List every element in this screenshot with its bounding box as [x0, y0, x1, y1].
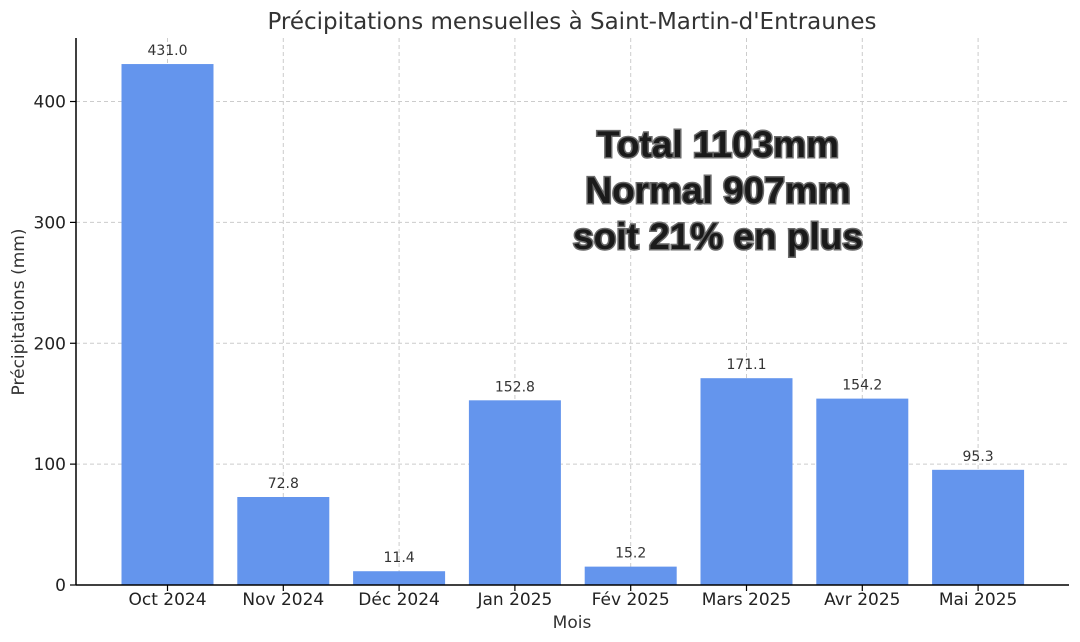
annotation-increase: soit 21% en plus	[573, 216, 863, 257]
x-axis-label: Mois	[553, 613, 592, 633]
x-tick-label: Oct 2024	[128, 590, 206, 610]
y-tick-label: 100	[34, 455, 66, 475]
annotation-box: Total 1103mm Normal 907mm soit 21% en pl…	[572, 123, 865, 259]
x-tick-label: Jan 2025	[476, 590, 552, 610]
ticks: 0 100 200 300 400 Oct 2024 Nov 2024 Déc 2024 Jan…	[34, 93, 1018, 610]
y-tick-label: 200	[34, 334, 66, 354]
annotation-total: Total 1103mm	[597, 124, 839, 165]
annotation-normal: Normal 907mm	[585, 170, 850, 211]
bar	[237, 497, 330, 585]
bars	[121, 64, 1025, 586]
bar-value-label: 152.8	[495, 379, 535, 395]
chart-title: Précipitations mensuelles à Saint-Martin…	[267, 9, 876, 35]
bar	[932, 469, 1025, 585]
y-tick-label: 300	[34, 213, 66, 233]
y-tick-label: 0	[55, 576, 66, 596]
bar-value-label: 431.0	[147, 43, 187, 59]
bar-value-label: 171.1	[726, 357, 766, 373]
x-tick-label: Mars 2025	[702, 590, 792, 610]
data-labels: 431.0 72.8 11.4 152.8 15.2 171.1 154.2 95.3	[147, 43, 993, 566]
bar	[121, 64, 214, 586]
x-tick-label: Avr 2025	[824, 590, 900, 610]
x-tick-label: Mai 2025	[939, 590, 1017, 610]
bar-value-label: 72.8	[268, 476, 299, 492]
x-tick-label: Déc 2024	[358, 590, 440, 610]
bar-value-label: 15.2	[615, 546, 646, 562]
bar-value-label: 95.3	[963, 449, 994, 465]
bar	[700, 378, 793, 585]
x-tick-label: Fév 2025	[592, 590, 670, 610]
bar	[353, 571, 446, 585]
bar	[584, 566, 677, 585]
bar-value-label: 11.4	[384, 550, 415, 566]
bar-value-label: 154.2	[842, 378, 882, 394]
y-tick-label: 400	[34, 93, 66, 113]
y-axis-label: Précipitations (mm)	[9, 229, 29, 396]
grid	[76, 38, 1069, 585]
axes	[75, 38, 1069, 586]
x-tick-label: Nov 2024	[242, 590, 324, 610]
bar	[468, 400, 561, 585]
bar	[816, 398, 909, 585]
